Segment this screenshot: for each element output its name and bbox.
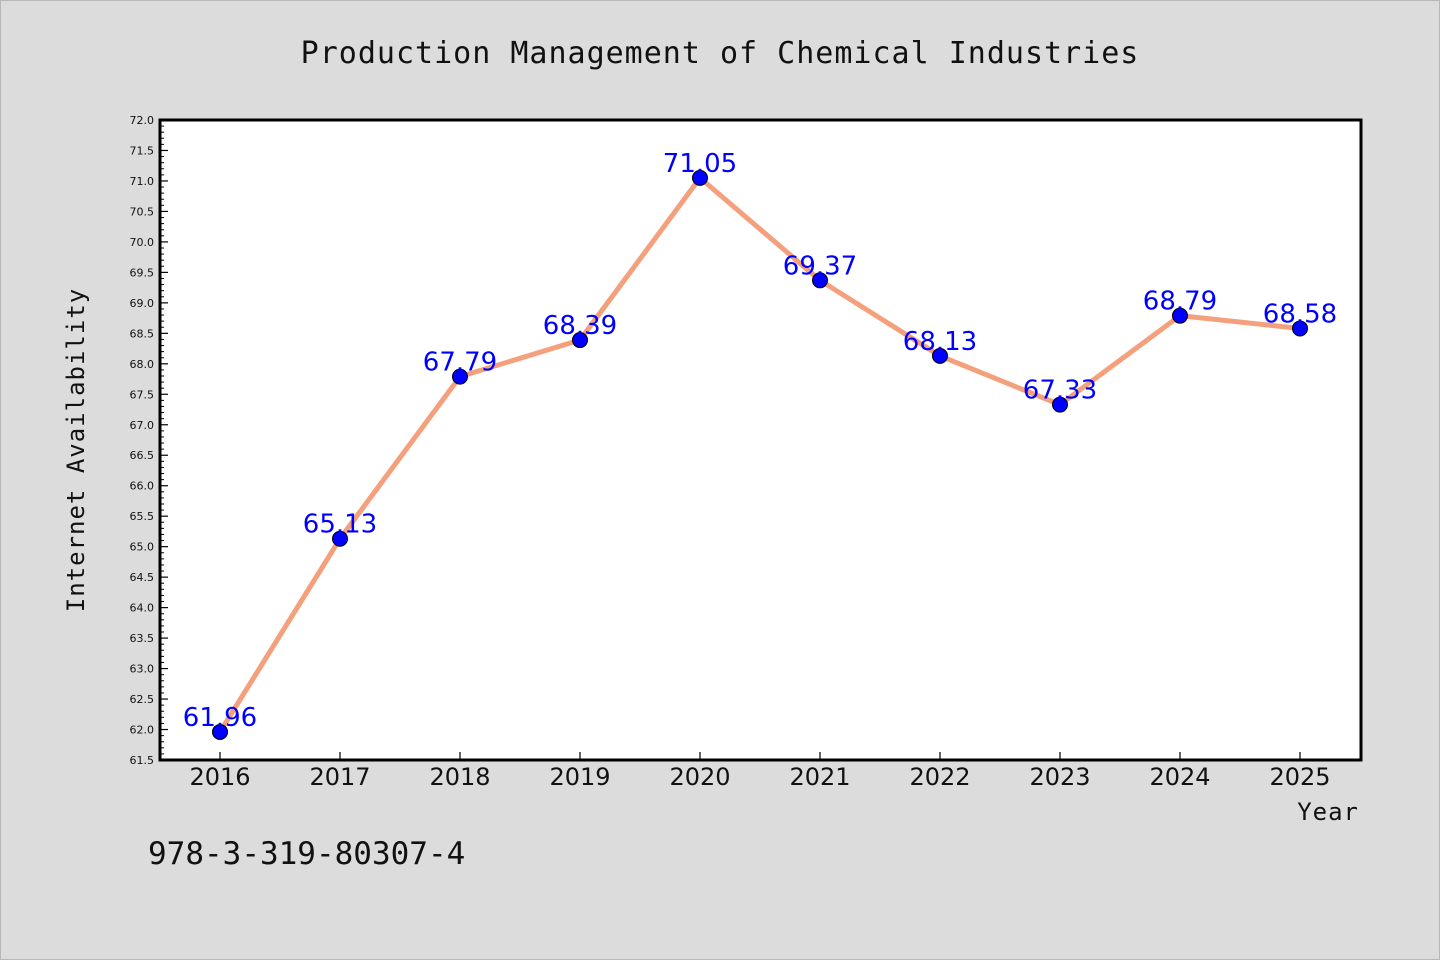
data-point xyxy=(1292,320,1308,337)
x-tick-label: 2023 xyxy=(1029,763,1090,791)
y-tick-label: 70.0 xyxy=(130,236,155,249)
x-tick-label: 2017 xyxy=(309,763,370,791)
data-point xyxy=(812,272,828,289)
y-tick-label: 62.5 xyxy=(130,693,155,706)
y-tick-label: 71.0 xyxy=(130,175,155,188)
y-axis: 61.5 62.0 62.5 63.0 63.5 64.0 64.5 65.0 65.5 66.0… xyxy=(130,114,168,767)
data-label: 71.05 xyxy=(663,149,737,179)
y-tick-label: 63.5 xyxy=(130,632,155,645)
y-tick-label: 67.0 xyxy=(130,419,155,432)
y-tick-label: 61.5 xyxy=(130,754,155,767)
plot-area xyxy=(158,118,1363,762)
y-tick-label: 62.0 xyxy=(130,724,155,737)
y-tick-label: 64.5 xyxy=(130,571,155,584)
y-tick-label: 64.0 xyxy=(130,602,155,615)
data-label: 67.33 xyxy=(1023,376,1097,406)
y-tick-label: 71.5 xyxy=(130,144,155,157)
data-point xyxy=(452,368,468,385)
data-point xyxy=(692,169,708,186)
chart-title: Production Management of Chemical Indust… xyxy=(301,36,1140,71)
data-label: 68.58 xyxy=(1263,299,1337,329)
y-tick-label: 65.5 xyxy=(130,510,155,523)
y-tick-label: 68.5 xyxy=(130,327,155,340)
y-tick-label: 68.0 xyxy=(130,358,155,371)
y-tick-label: 67.5 xyxy=(130,388,155,401)
y-tick-label: 70.5 xyxy=(130,205,155,218)
x-axis: 2016 2017 2018 2019 2020 2021 2022 2023 2024 2025 xyxy=(189,752,1331,791)
data-label: 68.79 xyxy=(1143,287,1217,317)
y-tick-label: 65.0 xyxy=(130,541,155,554)
x-tick-label: 2021 xyxy=(789,763,850,791)
x-tick-label: 2022 xyxy=(909,763,970,791)
data-labels: 61.96 65.13 67.79 68.39 71.05 69.37 68.13 67.33… xyxy=(183,149,1337,733)
data-point xyxy=(572,332,588,349)
x-tick-label: 2025 xyxy=(1269,763,1330,791)
data-label: 68.13 xyxy=(903,327,977,357)
x-tick-label: 2024 xyxy=(1149,763,1210,791)
data-label: 61.96 xyxy=(183,703,257,733)
series-line xyxy=(217,175,1301,734)
data-markers xyxy=(212,169,1308,740)
y-axis-label: Internet Availability xyxy=(62,288,90,612)
x-tick-label: 2016 xyxy=(189,763,250,791)
x-tick-label: 2019 xyxy=(549,763,610,791)
data-label: 67.79 xyxy=(423,348,497,378)
x-tick-label: 2020 xyxy=(669,763,730,791)
isbn-text: 978-3-319-80307-4 xyxy=(148,836,465,872)
y-tick-label: 66.5 xyxy=(130,449,155,462)
x-axis-label: Year xyxy=(1297,798,1359,826)
data-point xyxy=(1172,307,1188,324)
data-label: 65.13 xyxy=(303,510,377,540)
data-point xyxy=(932,347,948,364)
data-point xyxy=(212,723,228,740)
data-label: 69.37 xyxy=(783,251,857,281)
y-tick-label: 72.0 xyxy=(130,114,155,127)
y-tick-label: 69.0 xyxy=(130,297,155,310)
data-point xyxy=(332,530,348,547)
data-point xyxy=(1052,396,1068,413)
y-tick-label: 69.5 xyxy=(130,266,155,279)
y-tick-label: 63.0 xyxy=(130,663,155,676)
data-label: 68.39 xyxy=(543,311,617,341)
x-tick-label: 2018 xyxy=(429,763,490,791)
y-tick-label: 66.0 xyxy=(130,480,155,493)
